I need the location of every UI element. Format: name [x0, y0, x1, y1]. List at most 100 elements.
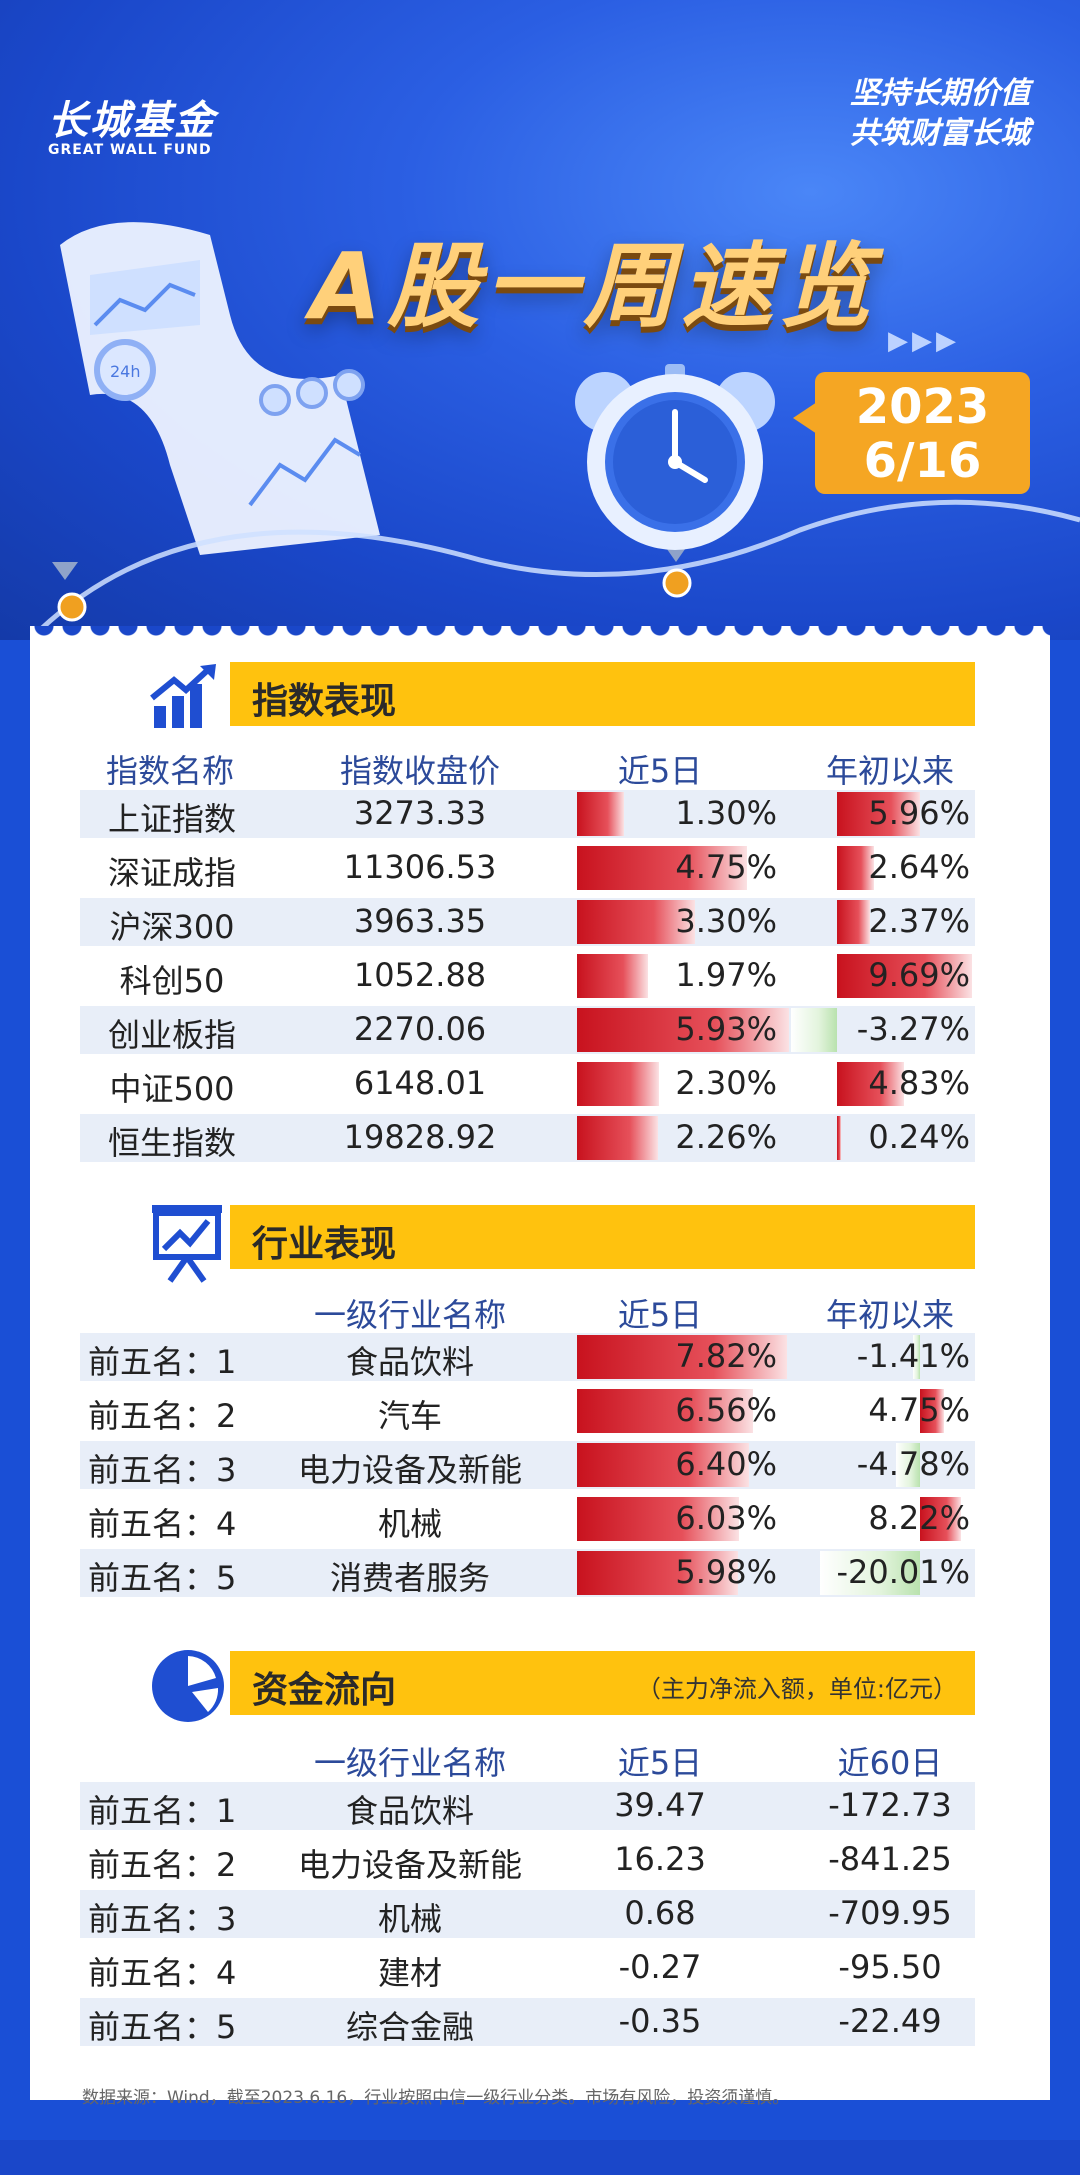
value-ytd: 8.22%: [868, 1499, 970, 1537]
slogan-line-1: 坚持长期价值: [850, 76, 1030, 111]
col-5d: 近5日: [617, 752, 703, 790]
industry-name: 食品饮料: [345, 1343, 474, 1381]
slogan: 坚持长期价值 共筑财富长城: [850, 74, 1030, 154]
chart-up-icon: [150, 664, 216, 728]
value-5d: 4.75%: [675, 848, 777, 886]
logo-cn: 长城基金: [48, 98, 216, 144]
bar-5d: [577, 1062, 659, 1106]
bar-ytd: [837, 1116, 841, 1160]
industry-table-header: 一级行业名称 近5日 年初以来: [80, 1290, 980, 1334]
value-5d: 6.03%: [675, 1499, 777, 1537]
value-60d: -709.95: [828, 1894, 952, 1932]
index-name: 上证指数: [107, 800, 236, 838]
col-index-name: 指数名称: [105, 752, 234, 790]
index-name: 创业板指: [107, 1016, 236, 1054]
table-row: 前五名：1 食品饮料 39.47 -172.73: [80, 1782, 975, 1830]
col-industry-name: 一级行业名称: [313, 1744, 506, 1782]
rank-label: 前五名：3: [88, 1451, 237, 1489]
rank-label: 前五名：4: [88, 1505, 237, 1543]
value-5d: -0.27: [618, 1948, 702, 1986]
bar-ytd: [820, 1551, 920, 1595]
page-title: A股一周速览: [310, 233, 878, 340]
industry-name: 消费者服务: [329, 1559, 490, 1597]
col-ytd: 年初以来: [825, 1296, 954, 1334]
ticket-edge: [30, 626, 1050, 654]
index-name: 科创50: [119, 962, 225, 1000]
section-flow-note: （主力净流入额，单位:亿元）: [636, 1675, 957, 1703]
bar-ytd: [837, 846, 874, 890]
industry-name: 汽车: [377, 1397, 442, 1435]
index-close: 6148.01: [353, 1064, 487, 1102]
rank-label: 前五名：5: [88, 2008, 237, 2046]
table-row: 前五名：4 机械 6.03% 8.22%: [80, 1495, 975, 1543]
rank-label: 前五名：1: [88, 1343, 237, 1381]
bar-ytd: [837, 792, 920, 836]
date-month-day: 6/16: [863, 433, 982, 489]
value-60d: -22.49: [838, 2002, 942, 2040]
table-row: 创业板指 2270.06 5.93% -3.27%: [80, 1006, 975, 1054]
bar-5d: [577, 1389, 753, 1433]
alarm-clock-icon: [575, 364, 775, 550]
rank-label: 前五名：3: [88, 1900, 237, 1938]
section-industry-title: 行业表现: [252, 1224, 397, 1265]
table-row: 科创50 1052.88 1.97% 9.69%: [80, 952, 975, 1000]
bar-ytd: [920, 1389, 944, 1433]
bar-5d: [577, 1497, 739, 1541]
rank-label: 前五名：5: [88, 1559, 237, 1597]
index-name: 沪深300: [109, 908, 235, 946]
index-close: 19828.92: [343, 1118, 497, 1156]
col-5d: 近5日: [617, 1744, 703, 1782]
value-ytd: 2.64%: [868, 848, 970, 886]
index-name: 深证成指: [107, 854, 236, 892]
value-5d: 2.30%: [675, 1064, 777, 1102]
value-5d: 16.23: [614, 1840, 706, 1878]
hero-banner: 长城基金 GREAT WALL FUND 坚持长期价值 共筑财富长城 24h A…: [0, 0, 1080, 640]
value-60d: -841.25: [828, 1840, 952, 1878]
value-ytd: 2.37%: [868, 902, 970, 940]
bar-5d: [577, 1443, 749, 1487]
flow-table-header: 一级行业名称 近5日 近60日: [80, 1738, 980, 1782]
value-5d: -0.35: [618, 2002, 702, 2040]
bar-ytd: [837, 1062, 904, 1106]
bar-ytd: [920, 1497, 961, 1541]
value-ytd: 0.24%: [868, 1118, 970, 1156]
value-5d: 1.30%: [675, 794, 777, 832]
value-5d: 6.56%: [675, 1391, 777, 1429]
value-5d: 7.82%: [675, 1337, 777, 1375]
bar-5d: [577, 1116, 658, 1160]
table-row: 恒生指数 19828.92 2.26% 0.24%: [80, 1114, 975, 1162]
table-row: 前五名：3 电力设备及新能 6.40% -4.78%: [80, 1441, 975, 1489]
section-flow-title: 资金流向: [252, 1670, 397, 1711]
value-5d: 3.30%: [675, 902, 777, 940]
table-row: 中证500 6148.01 2.30% 4.83%: [80, 1060, 975, 1108]
col-close: 指数收盘价: [339, 752, 500, 790]
rank-label: 前五名：2: [88, 1846, 237, 1884]
index-close: 1052.88: [353, 956, 487, 994]
col-60d: 近60日: [837, 1744, 943, 1782]
bottom-strip: [0, 2140, 1080, 2175]
index-close: 3273.33: [353, 794, 487, 832]
value-5d: 5.98%: [675, 1553, 777, 1591]
table-row: 前五名：2 汽车 6.56% 4.75%: [80, 1387, 975, 1435]
index-name: 中证500: [109, 1070, 235, 1108]
value-60d: -95.50: [838, 1948, 942, 1986]
value-60d: -172.73: [828, 1786, 952, 1824]
bar-5d: [577, 1335, 787, 1379]
value-ytd: 4.83%: [868, 1064, 970, 1102]
value-5d: 5.93%: [675, 1010, 777, 1048]
industry-name: 电力设备及新能: [297, 1451, 522, 1489]
value-5d: 0.68: [624, 1894, 696, 1932]
bar-ytd: [791, 1008, 837, 1052]
play-arrows-icon: ▶▶▶: [888, 326, 960, 356]
date-badge: 2023 6/16: [793, 372, 1030, 494]
section-index-header: 指数表现: [230, 662, 975, 726]
value-5d: 6.40%: [675, 1445, 777, 1483]
table-row: 沪深300 3963.35 3.30% 2.37%: [80, 898, 975, 946]
value-ytd: 4.75%: [868, 1391, 970, 1429]
value-ytd: 5.96%: [868, 794, 970, 832]
table-row: 前五名：2 电力设备及新能 16.23 -841.25: [80, 1836, 975, 1884]
paper-badge: 24h: [110, 362, 141, 381]
industry-name: 机械: [377, 1900, 442, 1938]
value-5d: 2.26%: [675, 1118, 777, 1156]
date-year: 2023: [855, 379, 990, 435]
